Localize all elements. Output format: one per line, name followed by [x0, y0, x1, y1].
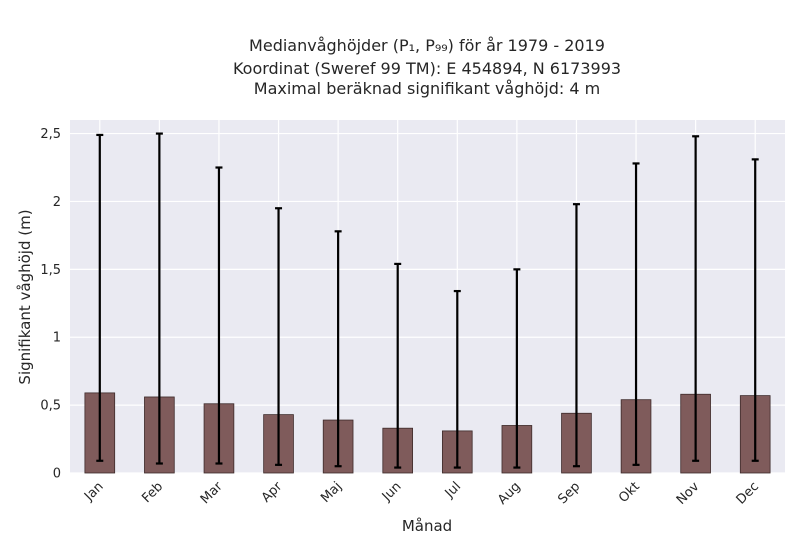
y-tick-label: 1,5 [40, 263, 61, 278]
x-tick-label: Nov [674, 479, 703, 508]
chart-title: Medianvåghöjder (P₁, P₉₉) för år 1979 - … [233, 36, 621, 98]
x-tick-label: Maj [318, 479, 345, 506]
error-bar-okt [632, 162, 640, 466]
error-bar-maj [334, 230, 342, 468]
error-bar-sep [572, 203, 580, 468]
y-tick-label: 0 [53, 467, 61, 482]
x-tick-label: Mar [198, 479, 226, 507]
error-bar-mar [215, 166, 223, 465]
error-bar-dec [751, 158, 759, 462]
error-bar-jun [394, 262, 402, 469]
x-tick-label: Okt [616, 479, 643, 506]
error-bar-jan [96, 133, 104, 462]
x-tick-label: Jul [442, 479, 464, 501]
y-axis-ticks: 0 0,5 1 1,5 2 2,5 [40, 127, 61, 481]
error-bar-apr [275, 207, 283, 466]
x-axis-label: Månad [402, 517, 452, 535]
y-tick-label: 1 [53, 331, 61, 346]
y-axis-label: Signifikant våghöjd (m) [16, 209, 34, 384]
x-tick-label: Apr [259, 479, 286, 506]
x-tick-label: Sep [555, 479, 583, 507]
x-tick-label: Aug [495, 479, 524, 508]
x-tick-label: Jan [81, 479, 106, 504]
x-tick-label: Jun [379, 479, 405, 505]
title-line-3: Maximal beräknad signifikant våghöjd: 4 … [254, 79, 600, 98]
error-bar-nov [692, 135, 700, 462]
x-axis-ticks: Jan Feb Mar Apr Maj Jun Jul Aug Sep Okt Nov Dec [81, 479, 762, 508]
y-tick-label: 2,5 [40, 127, 61, 142]
y-tick-label: 0,5 [40, 399, 61, 414]
error-bar-jul [453, 289, 461, 469]
title-line-1: Medianvåghöjder (P₁, P₉₉) för år 1979 - … [249, 36, 605, 55]
error-bar-aug [513, 268, 521, 469]
title-line-2: Koordinat (Sweref 99 TM): E 454894, N 61… [233, 59, 621, 78]
error-bar-feb [155, 132, 163, 465]
plot-area [70, 120, 785, 473]
error-bars [96, 132, 759, 469]
x-tick-label: Dec [734, 479, 762, 507]
x-tick-label: Feb [139, 479, 166, 506]
y-tick-label: 2 [53, 195, 61, 210]
